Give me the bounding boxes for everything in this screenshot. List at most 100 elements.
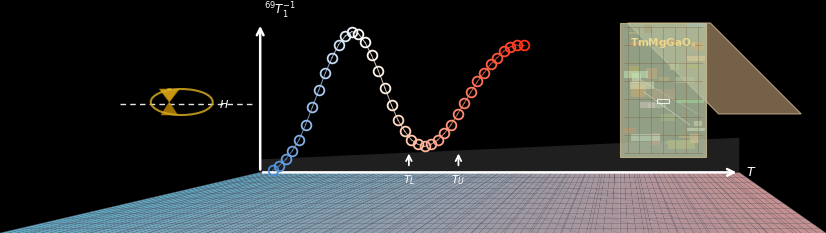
Bar [657, 99, 669, 103]
Polygon shape [630, 85, 647, 97]
Polygon shape [624, 128, 636, 133]
Polygon shape [471, 172, 538, 233]
Polygon shape [149, 172, 351, 233]
Polygon shape [638, 172, 661, 233]
Polygon shape [157, 172, 356, 233]
Polygon shape [694, 121, 701, 126]
Polygon shape [173, 172, 366, 233]
Polygon shape [91, 172, 318, 233]
Polygon shape [701, 172, 768, 233]
Polygon shape [159, 89, 179, 102]
Polygon shape [306, 172, 442, 233]
Text: $^{69}T_1^{-1}$: $^{69}T_1^{-1}$ [264, 1, 297, 21]
Polygon shape [630, 81, 654, 89]
Polygon shape [687, 56, 705, 61]
Polygon shape [496, 172, 553, 233]
Polygon shape [686, 65, 702, 69]
Polygon shape [413, 172, 505, 233]
Polygon shape [25, 172, 279, 233]
Polygon shape [629, 66, 639, 78]
Polygon shape [74, 172, 308, 233]
Polygon shape [545, 172, 582, 233]
Polygon shape [182, 172, 370, 233]
Polygon shape [529, 172, 572, 233]
Polygon shape [620, 172, 628, 233]
Polygon shape [652, 89, 675, 100]
Polygon shape [479, 172, 543, 233]
Polygon shape [687, 23, 706, 27]
Text: $T_L$: $T_L$ [402, 173, 415, 187]
Polygon shape [629, 172, 644, 233]
Polygon shape [578, 172, 601, 233]
Text: $T_U$: $T_U$ [451, 173, 466, 187]
Polygon shape [657, 172, 694, 233]
Polygon shape [661, 114, 676, 121]
Polygon shape [380, 172, 486, 233]
Polygon shape [629, 32, 641, 34]
Polygon shape [421, 172, 510, 233]
Polygon shape [670, 63, 679, 70]
Polygon shape [322, 172, 452, 233]
Polygon shape [653, 172, 686, 233]
Polygon shape [725, 172, 809, 233]
Polygon shape [256, 172, 414, 233]
Polygon shape [17, 172, 274, 233]
Polygon shape [248, 172, 409, 233]
Polygon shape [8, 172, 270, 233]
Polygon shape [537, 172, 577, 233]
Polygon shape [634, 80, 644, 90]
Polygon shape [631, 134, 661, 141]
Polygon shape [691, 134, 699, 143]
Polygon shape [657, 40, 681, 45]
Polygon shape [677, 99, 704, 103]
Polygon shape [339, 172, 462, 233]
Polygon shape [691, 42, 704, 50]
Polygon shape [648, 172, 677, 233]
Polygon shape [720, 172, 801, 233]
Polygon shape [715, 172, 793, 233]
Polygon shape [553, 172, 586, 233]
Polygon shape [675, 77, 695, 83]
Polygon shape [161, 102, 178, 115]
Polygon shape [264, 172, 418, 233]
Polygon shape [681, 172, 735, 233]
Polygon shape [672, 172, 719, 233]
Polygon shape [570, 172, 596, 233]
Polygon shape [643, 172, 669, 233]
Polygon shape [260, 138, 739, 172]
Text: $T$: $T$ [746, 166, 757, 179]
Polygon shape [630, 41, 640, 46]
Polygon shape [314, 172, 447, 233]
Polygon shape [662, 172, 702, 233]
Text: TmMgGaO$_4$: TmMgGaO$_4$ [630, 36, 696, 50]
Polygon shape [595, 172, 610, 233]
Polygon shape [710, 172, 785, 233]
Polygon shape [734, 172, 826, 233]
Polygon shape [659, 78, 669, 81]
Polygon shape [347, 172, 466, 233]
Polygon shape [83, 172, 313, 233]
Polygon shape [33, 172, 284, 233]
Polygon shape [665, 141, 692, 144]
Polygon shape [438, 172, 519, 233]
Polygon shape [363, 172, 476, 233]
Polygon shape [620, 23, 706, 157]
Polygon shape [646, 68, 657, 79]
Polygon shape [628, 23, 801, 114]
Polygon shape [504, 172, 558, 233]
Polygon shape [651, 133, 661, 145]
Polygon shape [66, 172, 303, 233]
Polygon shape [116, 172, 332, 233]
Polygon shape [0, 172, 265, 233]
Polygon shape [430, 172, 514, 233]
Polygon shape [297, 172, 438, 233]
Polygon shape [372, 172, 481, 233]
Text: $H$: $H$ [219, 98, 229, 110]
Polygon shape [396, 172, 495, 233]
Polygon shape [634, 172, 653, 233]
Polygon shape [632, 73, 641, 83]
Polygon shape [624, 172, 636, 233]
Polygon shape [691, 172, 752, 233]
Polygon shape [705, 172, 776, 233]
Polygon shape [231, 172, 399, 233]
